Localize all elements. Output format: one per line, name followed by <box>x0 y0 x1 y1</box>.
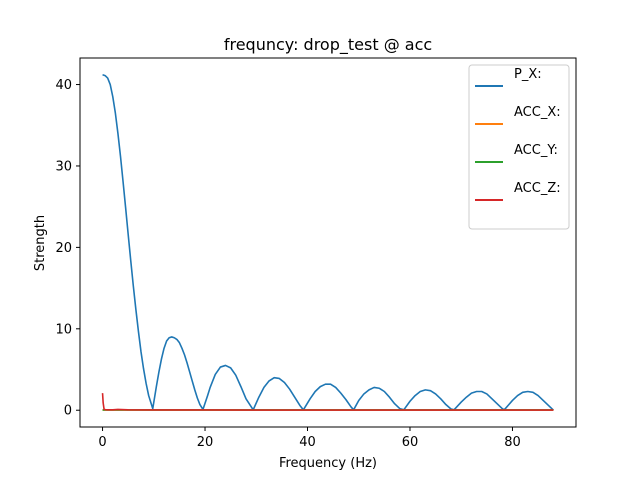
chart-title: frequncy: drop_test @ acc <box>224 35 432 55</box>
series-line-0 <box>102 74 555 411</box>
plot-marks <box>101 74 555 411</box>
legend-label-3: ACC_Z: <box>514 181 561 196</box>
legend-box <box>468 64 570 230</box>
x-ticks: 0 20 40 60 80 <box>98 427 521 450</box>
legend: P_X: ACC_X: ACC_Y: ACC_Z: <box>468 64 570 230</box>
legend-label-2: ACC_Y: <box>514 143 558 158</box>
plot-frame <box>79 57 577 428</box>
y-tick-label-2: 20 <box>55 241 72 256</box>
y-tick-label-3: 30 <box>55 159 72 174</box>
x-tick-label-1: 20 <box>197 435 214 450</box>
y-ticks: 0 10 20 30 40 <box>55 78 80 419</box>
y-tick-label-0: 0 <box>64 404 72 419</box>
x-tick-label-0: 0 <box>98 435 106 450</box>
y-tick-label-4: 40 <box>55 78 72 93</box>
y-tick-label-1: 10 <box>55 322 72 337</box>
legend-label-1: ACC_X: <box>514 105 561 120</box>
x-tick-label-4: 80 <box>504 435 521 450</box>
x-tick-label-2: 40 <box>299 435 316 450</box>
x-tick-label-3: 60 <box>402 435 419 450</box>
series-line-3 <box>101 393 554 411</box>
y-axis-label: Strength <box>33 215 48 271</box>
x-axis-label: Frequency (Hz) <box>279 456 377 471</box>
legend-label-0: P_X: <box>514 67 542 82</box>
